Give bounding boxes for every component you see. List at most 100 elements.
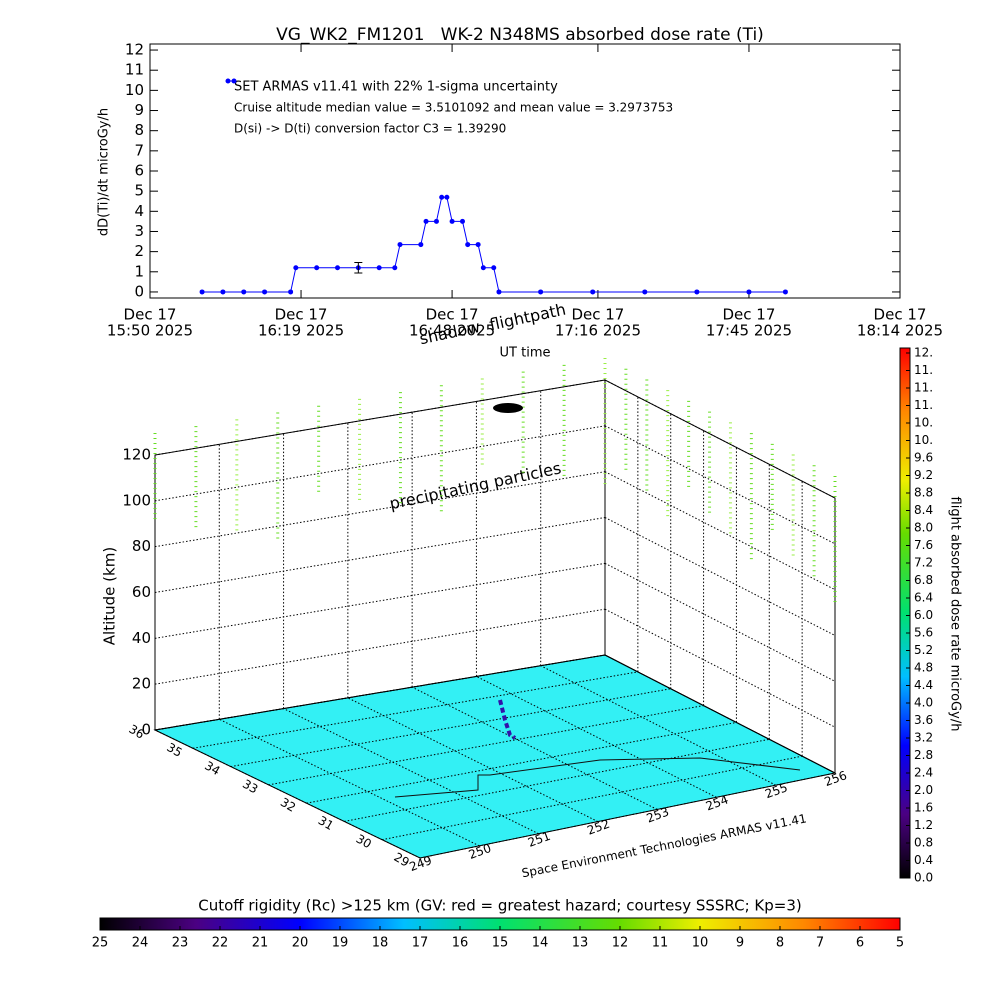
data-point bbox=[220, 289, 226, 295]
data-point bbox=[433, 218, 439, 224]
data-point bbox=[199, 289, 205, 295]
colorbar-label: flight absorbed dose rate microGy/h bbox=[948, 497, 963, 732]
y-tick-label: 9 bbox=[134, 101, 144, 119]
z-tick-label: 40 bbox=[132, 629, 151, 647]
y-tick-label: 32 bbox=[278, 795, 298, 815]
grid-line bbox=[604, 654, 836, 774]
data-point bbox=[293, 265, 299, 271]
grid-line bbox=[604, 654, 836, 774]
data-point bbox=[746, 289, 752, 295]
y-tick-label: 4 bbox=[134, 202, 144, 220]
colorbar-tick-label: 8.4 bbox=[914, 503, 933, 517]
colorbar-tick-label: 6 bbox=[856, 936, 864, 951]
colorbar-tick-label: 20 bbox=[292, 936, 309, 951]
grid-line bbox=[154, 729, 421, 859]
colorbar-tick-label: 11. bbox=[914, 363, 933, 377]
data-point bbox=[449, 218, 455, 224]
colorbar-tick-label: 3.6 bbox=[914, 713, 933, 727]
z-tick-label: 120 bbox=[122, 446, 151, 464]
x-tick-label: 15:50 2025 bbox=[107, 322, 193, 340]
colorbar-tick-label: 0.8 bbox=[914, 836, 933, 850]
y-tick-label: 10 bbox=[125, 81, 144, 99]
x-tick-label: 18:14 2025 bbox=[857, 322, 943, 340]
colorbar-tick-label: 10. bbox=[914, 416, 933, 430]
grid-line bbox=[154, 517, 606, 593]
y-tick-label: 0 bbox=[134, 282, 144, 300]
y-tick-label: 11 bbox=[125, 61, 144, 79]
data-point bbox=[538, 289, 544, 295]
z-axis-label: Altitude (km) bbox=[101, 547, 119, 645]
x-tick-label: Dec 17 bbox=[874, 306, 927, 324]
y-tick-label: 35 bbox=[164, 740, 184, 760]
colorbar-tick-label: 9.2 bbox=[914, 468, 933, 482]
x-tick-label: Dec 17 bbox=[124, 306, 177, 324]
y-tick-label: 2 bbox=[134, 242, 144, 260]
data-point bbox=[314, 265, 320, 271]
data-point bbox=[262, 289, 268, 295]
grid-line bbox=[230, 688, 671, 768]
colorbar-tick-label: 10 bbox=[692, 936, 709, 951]
colorbar-tick-label: 2.8 bbox=[914, 748, 933, 762]
data-point bbox=[439, 194, 445, 200]
colorbar-tick-label: 15 bbox=[492, 936, 509, 951]
x-tick-label: Dec 17 bbox=[275, 306, 328, 324]
grid-line bbox=[604, 517, 836, 636]
colorbar-label: Cutoff rigidity (Rc) >125 km (GV: red = … bbox=[198, 897, 801, 915]
colorbar-tick-label: 11 bbox=[652, 936, 669, 951]
colorbar-tick-label: 0.4 bbox=[914, 853, 933, 867]
grid-line bbox=[476, 675, 717, 798]
y-tick-label: 31 bbox=[316, 813, 336, 833]
z-tick-label: 20 bbox=[132, 675, 151, 693]
y-tick-label: 34 bbox=[202, 758, 222, 778]
colorbar-tick-label: 9 bbox=[736, 936, 744, 951]
colorbar-tick-label: 11. bbox=[914, 398, 933, 412]
y-tick-label: 30 bbox=[354, 832, 374, 852]
colorbar-tick-label: 1.2 bbox=[914, 818, 933, 832]
annotation: Cruise altitude median value = 3.5101092… bbox=[234, 101, 673, 115]
data-point bbox=[782, 289, 788, 295]
data-point bbox=[491, 265, 497, 271]
colorbar-tick-label: 4.0 bbox=[914, 696, 933, 710]
annotation: SET ARMAS v11.41 with 22% 1-sigma uncert… bbox=[234, 80, 558, 95]
colorbar-tick-label: 6.4 bbox=[914, 591, 933, 605]
data-point bbox=[397, 242, 403, 248]
grid-line bbox=[347, 697, 599, 823]
colorbar-tick-label: 4.4 bbox=[914, 678, 933, 692]
x-tick-label: 16:48 2025 bbox=[409, 322, 495, 340]
z-tick-label: 80 bbox=[132, 537, 151, 555]
data-point bbox=[460, 218, 465, 224]
data-point bbox=[288, 289, 294, 295]
annotation: precipitating particles bbox=[388, 458, 563, 513]
colorbar-tick-label: 21 bbox=[252, 936, 269, 951]
dose-track bbox=[498, 699, 517, 740]
x-tick-label: 17:45 2025 bbox=[706, 322, 792, 340]
colorbar-tick-label: 12 bbox=[612, 936, 629, 951]
annotation: D(si) -> D(ti) conversion factor C3 = 1.… bbox=[234, 122, 506, 136]
colorbar-tick-label: 12. bbox=[914, 346, 933, 360]
legend-marker bbox=[225, 78, 237, 84]
series-line bbox=[202, 196, 786, 293]
colorbar-tick-label: 8 bbox=[776, 936, 784, 951]
data-point bbox=[465, 242, 471, 248]
colorbar-tick-label: 9.6 bbox=[914, 451, 933, 465]
data-point bbox=[376, 265, 382, 271]
data-point bbox=[590, 289, 596, 295]
colorbar-tick-label: 5.6 bbox=[914, 626, 933, 640]
x-tick-label: 17:16 2025 bbox=[555, 322, 641, 340]
y-tick-label: 1 bbox=[134, 262, 144, 280]
colorbar-tick-label: 8.8 bbox=[914, 486, 933, 500]
y-tick-label: 7 bbox=[134, 141, 144, 159]
data-point bbox=[480, 265, 486, 271]
y-tick-label: 36 bbox=[127, 722, 147, 742]
grid-line bbox=[604, 562, 836, 682]
grid-line bbox=[604, 425, 836, 545]
colorbar-tick-label: 2.0 bbox=[914, 783, 933, 797]
grid-line bbox=[154, 471, 606, 548]
colorbar-tick-label: 8.0 bbox=[914, 521, 933, 535]
grid-line bbox=[154, 425, 606, 502]
grid-line bbox=[382, 755, 803, 841]
x-tick-label: 16:19 2025 bbox=[258, 322, 344, 340]
colorbar-tick-label: 13 bbox=[572, 936, 589, 951]
data-point bbox=[423, 218, 429, 224]
colorbar-tick-label: 24 bbox=[132, 936, 149, 951]
